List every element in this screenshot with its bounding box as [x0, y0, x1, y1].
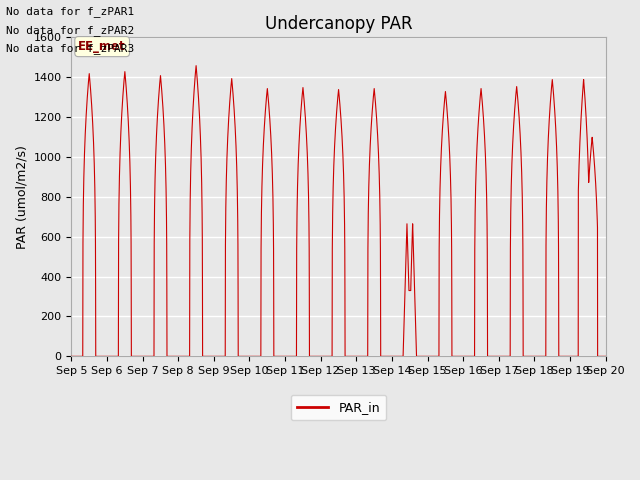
- Title: Undercanopy PAR: Undercanopy PAR: [265, 15, 412, 33]
- Text: EE_met: EE_met: [78, 40, 126, 53]
- Text: No data for f_zPAR2: No data for f_zPAR2: [6, 24, 134, 36]
- Text: No data for f_zPAR1: No data for f_zPAR1: [6, 6, 134, 17]
- Legend: PAR_in: PAR_in: [291, 395, 386, 420]
- Y-axis label: PAR (umol/m2/s): PAR (umol/m2/s): [15, 145, 28, 249]
- Text: No data for f_zPAR3: No data for f_zPAR3: [6, 43, 134, 54]
